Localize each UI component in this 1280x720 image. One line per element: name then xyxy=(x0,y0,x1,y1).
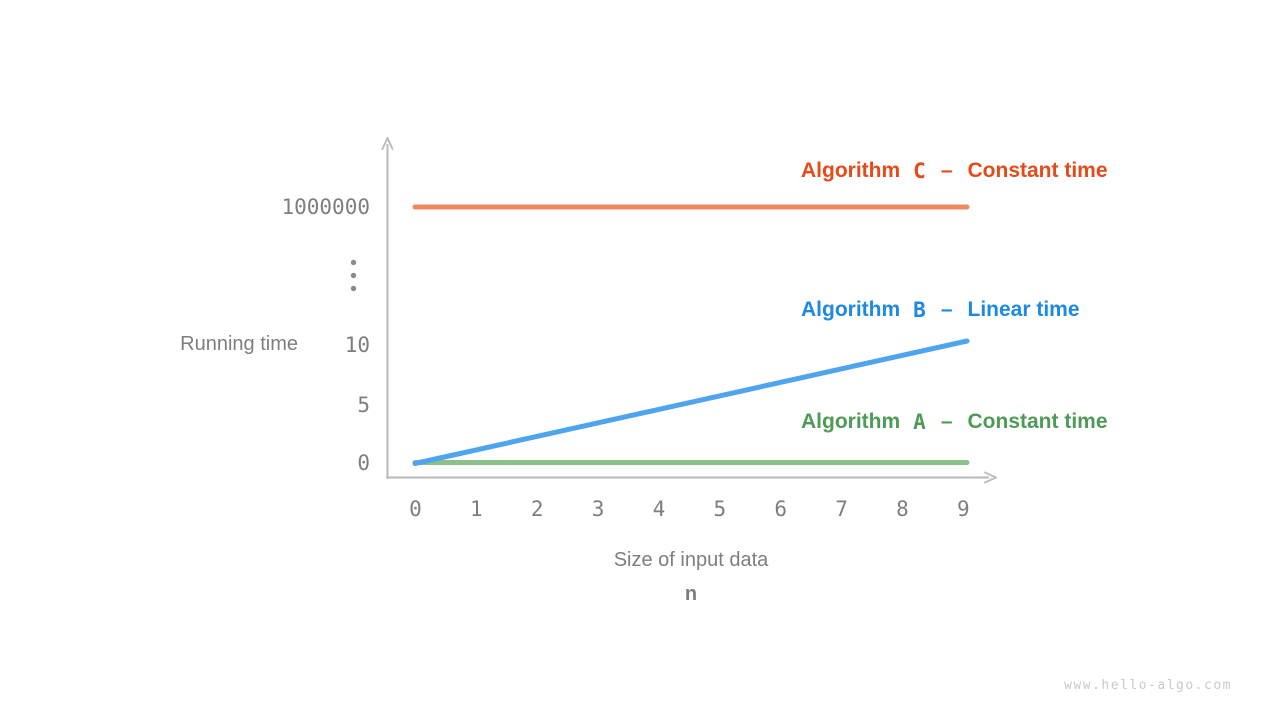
x-tick-label: 5 xyxy=(713,497,727,521)
x-axis-variable: n xyxy=(684,583,698,605)
legend-complexity: Linear time xyxy=(967,298,1080,321)
x-tick-label: 8 xyxy=(896,497,909,521)
y-tick-label: 5 xyxy=(357,393,370,417)
y-tick-label: 0 xyxy=(357,451,370,475)
legend-prefix: Algorithm xyxy=(801,298,901,321)
series-line-b xyxy=(412,338,970,466)
y-tick-label: 1000000 xyxy=(281,195,370,219)
legend-dash: – xyxy=(940,410,953,433)
legend-prefix: Algorithm xyxy=(801,410,901,433)
y-tick-label: 10 xyxy=(344,333,370,357)
x-axis-title: Size of input data xyxy=(613,549,769,571)
x-tick-label: 6 xyxy=(774,497,787,521)
x-tick-label: 9 xyxy=(956,497,970,521)
x-tick-label: 4 xyxy=(652,497,666,521)
legend-letter: C xyxy=(913,159,926,183)
x-axis-arrow xyxy=(984,471,997,479)
watermark-text: www.hello-algo.com xyxy=(1064,678,1232,693)
x-tick-label: 0 xyxy=(409,497,422,521)
x-tick-label: 2 xyxy=(530,497,544,521)
legend-b: Algorithm B – Linear time xyxy=(801,294,1080,326)
legend-letter: A xyxy=(913,410,926,434)
y-axis-title: Running time xyxy=(180,333,298,355)
legend-dash: – xyxy=(940,298,953,321)
y-axis-arrow xyxy=(386,137,394,150)
x-tick-label: 1 xyxy=(469,497,483,521)
legend-complexity: Constant time xyxy=(967,410,1108,433)
legend-prefix: Algorithm xyxy=(801,159,901,182)
y-axis-break-dot xyxy=(350,285,357,292)
y-axis-break-dot xyxy=(350,272,357,279)
legend-dash: – xyxy=(940,159,953,182)
y-axis-break-dot xyxy=(350,259,357,266)
x-tick-label: 7 xyxy=(835,497,848,521)
x-tick-label: 3 xyxy=(591,497,605,521)
legend-a: Algorithm A – Constant time xyxy=(801,406,1108,438)
y-axis-arrow xyxy=(381,137,389,150)
x-axis-arrow xyxy=(984,476,997,484)
legend-c: Algorithm C – Constant time xyxy=(801,155,1108,187)
legend-letter: B xyxy=(913,298,926,322)
legend-complexity: Constant time xyxy=(967,159,1108,182)
